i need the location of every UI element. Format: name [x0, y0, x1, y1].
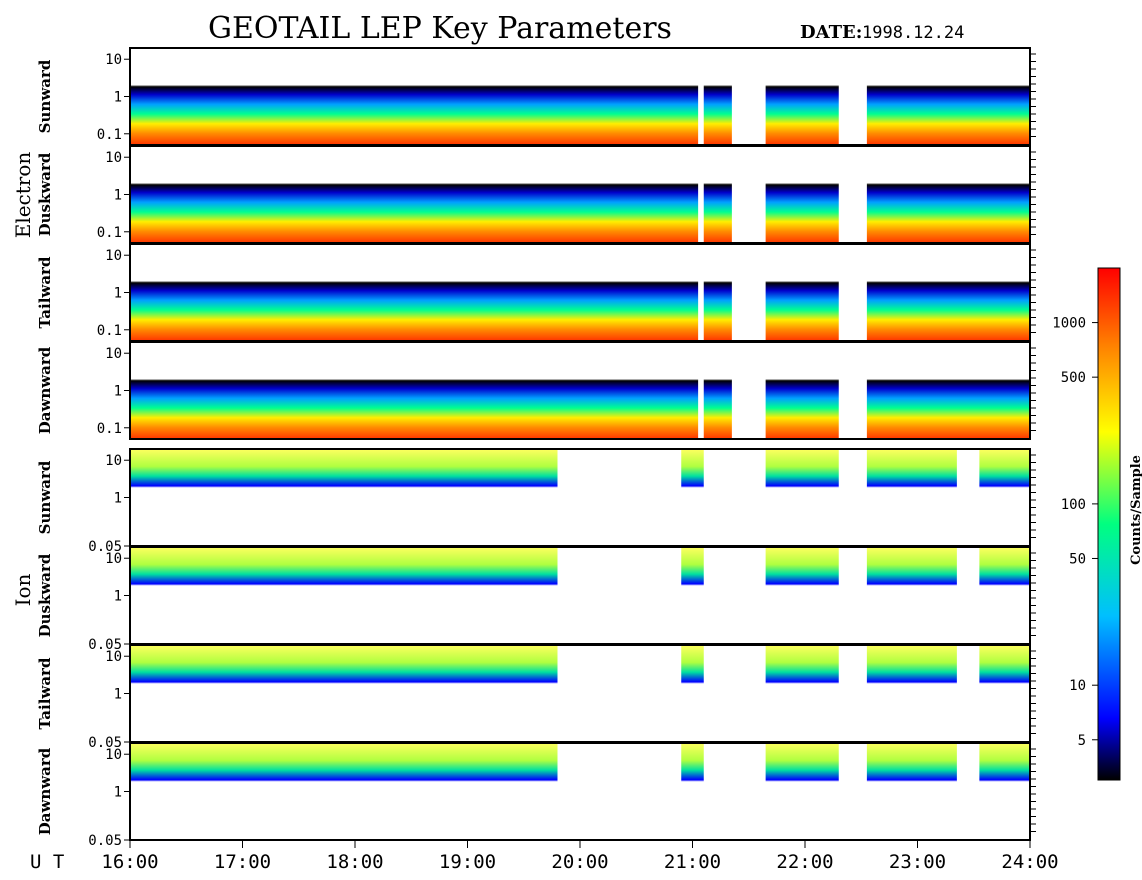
panel-ion-duskward: 10 1 0.05 Duskward [36, 546, 1036, 653]
y-tick-label: 0.1 [97, 127, 122, 143]
colorbar-label: Counts/Sample [1129, 455, 1142, 565]
data-gap [557, 743, 682, 840]
panel-label: Sunward [36, 59, 54, 133]
data-gap [698, 244, 704, 341]
data-gap [557, 645, 682, 742]
colorbar-tick-label: 500 [1061, 370, 1086, 386]
data-gap [838, 342, 867, 439]
data-gap [731, 146, 766, 243]
data-gap [956, 743, 980, 840]
colorbar-tick-label: 1000 [1052, 316, 1086, 332]
group-label-electron: Electron [11, 152, 35, 239]
y-tick-label: 0.05 [88, 637, 122, 653]
y-tick-label: 10 [105, 248, 122, 264]
panel-electron-tailward: 10 1 0.1 Tailward [36, 243, 1036, 342]
panel-label: Dawnward [36, 747, 54, 835]
y-tick-label: 0.05 [88, 539, 122, 555]
x-tick-label: 17:00 [214, 851, 271, 873]
data-gap [956, 645, 980, 742]
data-gap [731, 342, 766, 439]
x-tick-label: 19:00 [439, 851, 496, 873]
data-gap [956, 547, 980, 644]
group-label-ion: Ion [11, 573, 35, 606]
data-gap [838, 244, 867, 341]
data-gap [731, 48, 766, 145]
y-tick-label: 10 [105, 551, 122, 567]
data-gap [698, 146, 704, 243]
data-gap [698, 48, 704, 145]
y-tick-label: 1 [114, 286, 122, 302]
data-gap [703, 547, 766, 644]
colorbar-tick-label: 50 [1069, 551, 1086, 567]
chart-title: GEOTAIL LEP Key Parameters [208, 11, 672, 46]
spectrogram-fill [130, 146, 1030, 243]
data-gap [731, 244, 766, 341]
colorbar-tick-label: 100 [1061, 497, 1086, 513]
y-tick-label: 10 [105, 453, 122, 469]
y-tick-label: 10 [105, 52, 122, 68]
x-tick-label: 24:00 [1001, 851, 1058, 873]
y-tick-label: 1 [114, 188, 122, 204]
y-tick-label: 1 [114, 589, 122, 605]
y-tick-label: 10 [105, 346, 122, 362]
x-tick-label: 22:00 [776, 851, 833, 873]
panel-label: Tailward [36, 256, 54, 328]
colorbar-tick-label: 10 [1069, 678, 1086, 694]
data-gap [838, 645, 867, 742]
y-tick-label: 0.1 [97, 323, 122, 339]
panel-electron-dawnward: 10 1 0.1 Dawnward [36, 341, 1036, 440]
y-tick-label: 1 [114, 90, 122, 106]
x-tick-label: 23:00 [889, 851, 946, 873]
colorbar-ticks: 1000 500 100 50 10 5 [1052, 316, 1098, 749]
date-value: 1998.12.24 [862, 23, 964, 43]
panel-electron-duskward: 10 1 0.1 Duskward [36, 145, 1036, 244]
y-tick-label: 1 [114, 384, 122, 400]
y-tick-label: 0.05 [88, 833, 122, 849]
data-gap [557, 547, 682, 644]
data-gap [838, 48, 867, 145]
x-tick-label: 21:00 [664, 851, 721, 873]
x-tick-label: 16:00 [101, 851, 158, 873]
date-label: DATE: [800, 22, 862, 43]
panel-ion-sunward: 10 1 0.05 Sunward [36, 448, 1036, 555]
panel-label: Tailward [36, 657, 54, 729]
data-gap [698, 342, 704, 439]
y-tick-label: 0.1 [97, 421, 122, 437]
data-gap [703, 645, 766, 742]
data-gap [703, 743, 766, 840]
panel-label: Dawnward [36, 346, 54, 434]
data-gap [838, 547, 867, 644]
y-tick-label: 0.05 [88, 735, 122, 751]
x-tick-label: 18:00 [326, 851, 383, 873]
spectrogram-fill [130, 342, 1030, 439]
y-tick-label: 0.1 [97, 225, 122, 241]
panel-label: Duskward [36, 152, 54, 236]
y-tick-label: 10 [105, 150, 122, 166]
panel-label: Sunward [36, 460, 54, 534]
panel-ion-tailward: 10 1 0.05 Tailward [36, 644, 1036, 751]
colorbar-tick-label: 5 [1078, 733, 1086, 749]
panel-ion-dawnward: 10 1 0.05 Dawnward [36, 742, 1036, 849]
panel-electron-sunward: 10 1 0.1 Sunward [36, 47, 1036, 146]
spectrogram-fill [130, 244, 1030, 341]
x-tick-label: 20:00 [551, 851, 608, 873]
spectrogram-fill [130, 48, 1030, 145]
y-tick-label: 1 [114, 687, 122, 703]
data-gap [838, 146, 867, 243]
panels-layer: 10 1 0.1 Sunward 10 1 0.1 Duskward 10 1 0.1 Tailwar… [36, 47, 1036, 849]
x-axis-ticks: 16:00 17:00 18:00 19:00 20:00 21:00 22:00 23:00… [101, 841, 1059, 873]
x-axis-prefix: U T [30, 851, 64, 873]
colorbar [1097, 267, 1121, 781]
data-gap [956, 449, 980, 546]
data-gap [557, 449, 682, 546]
y-tick-label: 10 [105, 649, 122, 665]
data-gap [703, 449, 766, 546]
y-tick-label: 1 [114, 785, 122, 801]
panel-label: Duskward [36, 553, 54, 637]
y-tick-label: 1 [114, 491, 122, 507]
y-tick-label: 10 [105, 747, 122, 763]
data-gap [838, 743, 867, 840]
data-gap [838, 449, 867, 546]
